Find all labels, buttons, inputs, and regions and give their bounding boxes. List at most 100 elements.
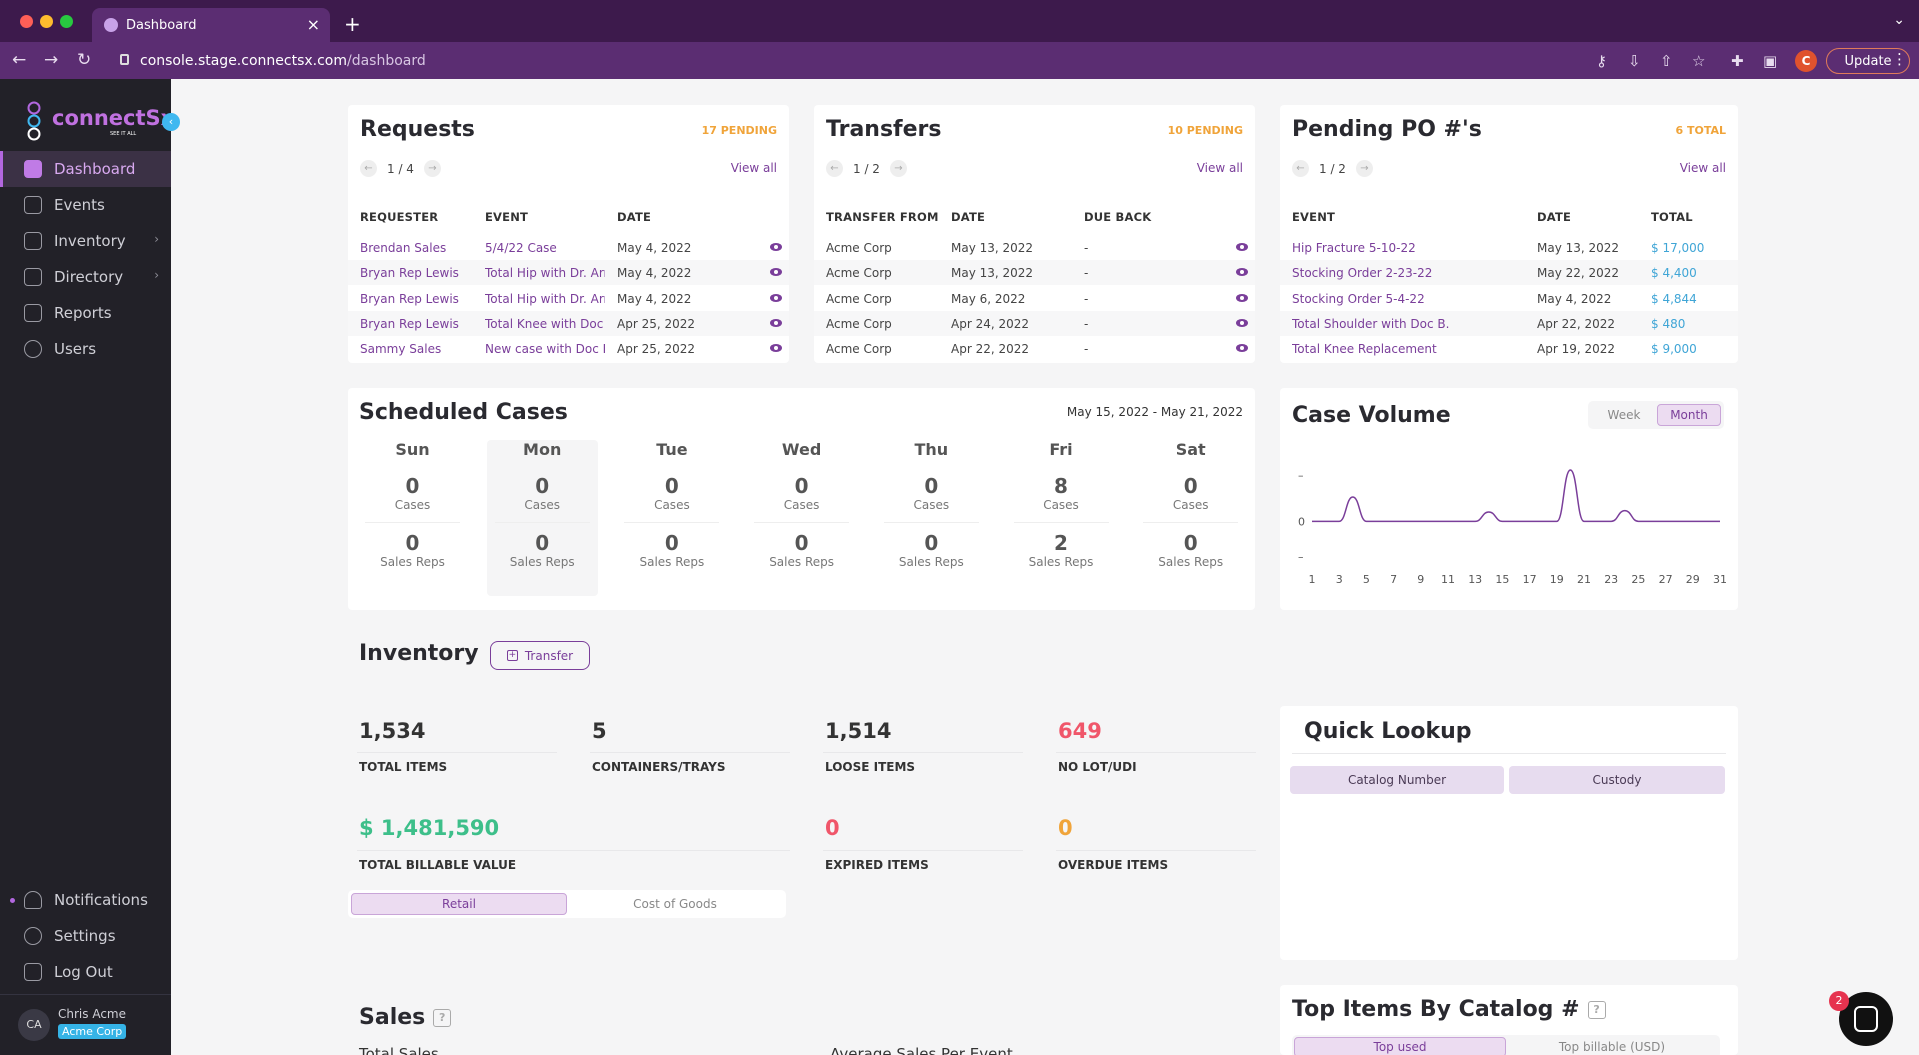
event-cell[interactable]: New case with Doc B... — [485, 342, 605, 357]
day-column-thu[interactable]: Thu 0 Cases 0 Sales Reps — [876, 440, 987, 596]
sidebar-item-reports[interactable]: Reports — [0, 295, 171, 331]
key-icon[interactable]: ⚷ — [1596, 52, 1607, 70]
requester-cell[interactable]: Bryan Rep Lewis — [360, 291, 459, 306]
event-cell[interactable]: Hip Fracture 5-10-22 — [1292, 241, 1416, 255]
address-bar[interactable]: console.stage.connectsx.com/dashboard — [108, 47, 1808, 74]
collapse-sidebar-button[interactable]: ‹ — [162, 113, 180, 131]
extensions-icon[interactable]: ✚ — [1731, 52, 1744, 70]
retail-toggle[interactable]: Retail — [351, 893, 567, 915]
prev-page-button[interactable]: ← — [826, 160, 843, 177]
sidebar-item-directory[interactable]: Directory › — [0, 259, 171, 295]
prev-page-button[interactable]: ← — [1292, 160, 1309, 177]
requests-view-all-link[interactable]: View all — [730, 161, 777, 175]
view-eye-icon[interactable] — [770, 293, 782, 302]
sidebar-item-inventory[interactable]: Inventory › — [0, 223, 171, 259]
update-button[interactable]: Update — [1826, 48, 1910, 74]
table-row[interactable]: Acme Corp May 6, 2022 - — [814, 286, 1255, 311]
event-cell[interactable]: Total Shoulder with Doc B. — [1292, 316, 1450, 331]
view-eye-icon[interactable] — [770, 344, 782, 353]
requester-cell[interactable]: Brendan Sales — [360, 241, 447, 255]
help-icon[interactable]: ? — [1587, 1001, 1606, 1019]
requester-cell[interactable]: Bryan Rep Lewis — [360, 316, 459, 331]
week-toggle[interactable]: Week — [1607, 408, 1641, 422]
close-tab-icon[interactable]: × — [306, 15, 320, 34]
day-column-sun[interactable]: Sun 0 Cases 0 Sales Reps — [357, 440, 468, 596]
view-eye-icon[interactable] — [1236, 243, 1248, 251]
table-row[interactable]: Acme Corp May 13, 2022 - — [814, 260, 1255, 286]
requester-cell[interactable]: Sammy Sales — [360, 342, 442, 357]
table-row[interactable]: Bryan Rep Lewis Total Hip with Dr. Arn...… — [348, 286, 789, 311]
share-icon[interactable]: ⇧ — [1660, 52, 1673, 70]
table-row[interactable]: Brendan Sales 5/4/22 Case May 4, 2022 — [348, 235, 789, 260]
sidebar-item-settings[interactable]: Settings — [0, 918, 171, 954]
table-row[interactable]: Stocking Order 2-23-22 May 22, 2022 $ 4,40… — [1280, 260, 1738, 286]
view-eye-icon[interactable] — [1236, 268, 1248, 277]
day-column-mon[interactable]: Mon 0 Cases 0 Sales Reps — [486, 440, 598, 596]
tab-search-icon[interactable]: ⌄ — [1893, 12, 1905, 28]
help-icon[interactable]: ? — [433, 1009, 452, 1027]
bookmark-star-icon[interactable]: ☆ — [1692, 52, 1706, 70]
table-row[interactable]: Total Knee Replacement Apr 19, 2022 $ 9,00… — [1280, 336, 1738, 361]
table-row[interactable]: Acme Corp Apr 22, 2022 - — [814, 336, 1255, 361]
day-column-sat[interactable]: Sat 0 Cases 0 Sales Reps — [1135, 440, 1246, 596]
sidepanel-icon[interactable]: ▣ — [1763, 52, 1778, 70]
day-column-wed[interactable]: Wed 0 Cases 0 Sales Reps — [746, 440, 857, 596]
prev-page-button[interactable]: ← — [360, 160, 377, 177]
event-cell[interactable]: 5/4/22 Case — [485, 241, 557, 255]
next-page-button[interactable]: → — [889, 160, 907, 177]
view-eye-icon[interactable] — [1236, 344, 1248, 353]
table-row[interactable]: Bryan Rep Lewis Total Hip with Dr. Arn...… — [348, 260, 789, 286]
zoom-window-button[interactable] — [60, 15, 73, 28]
view-eye-icon[interactable] — [1236, 293, 1248, 302]
table-row[interactable]: Bryan Rep Lewis Total Knee with Doc ... Ap… — [348, 310, 789, 336]
next-page-button[interactable]: → — [423, 160, 441, 177]
view-eye-icon[interactable] — [770, 243, 782, 251]
event-cell[interactable]: Total Hip with Dr. Arn... — [485, 266, 605, 281]
reload-icon[interactable]: ↻ — [77, 50, 92, 70]
event-cell[interactable]: Stocking Order 2-23-22 — [1292, 266, 1433, 281]
sidebar-item-dashboard[interactable]: Dashboard — [0, 151, 171, 187]
table-row[interactable]: Sammy Sales New case with Doc B... Apr 25,… — [348, 336, 789, 361]
top-billable-toggle[interactable]: Top billable (USD) — [1558, 1040, 1666, 1054]
pending-po-view-all-link[interactable]: View all — [1679, 161, 1726, 175]
browser-tab[interactable]: Dashboard × — [92, 8, 330, 42]
top-used-toggle[interactable]: Top used — [1294, 1037, 1506, 1055]
view-eye-icon[interactable] — [770, 318, 782, 327]
back-icon[interactable]: ← — [12, 50, 27, 70]
cost-of-goods-toggle[interactable]: Cost of Goods — [633, 897, 717, 911]
profile-avatar[interactable]: C — [1795, 50, 1817, 72]
forward-icon[interactable]: → — [44, 50, 59, 70]
event-cell[interactable]: Total Knee with Doc ... — [485, 316, 605, 331]
catalog-number-option[interactable]: Catalog Number — [1290, 766, 1504, 794]
new-tab-button[interactable]: + — [344, 12, 361, 36]
next-page-button[interactable]: → — [1355, 160, 1373, 177]
event-cell[interactable]: Stocking Order 5-4-22 — [1292, 291, 1425, 306]
table-row[interactable]: Stocking Order 5-4-22 May 4, 2022 $ 4,844 — [1280, 286, 1738, 311]
event-cell[interactable]: Total Knee Replacement — [1292, 342, 1437, 357]
table-row[interactable]: Total Shoulder with Doc B. Apr 22, 2022 $ … — [1280, 310, 1738, 336]
transfers-view-all-link[interactable]: View all — [1196, 161, 1243, 175]
install-icon[interactable]: ⇩ — [1628, 52, 1641, 70]
view-eye-icon[interactable] — [770, 268, 782, 277]
requester-cell[interactable]: Bryan Rep Lewis — [360, 266, 459, 281]
table-row[interactable]: Hip Fracture 5-10-22 May 13, 2022 $ 17,000 — [1280, 235, 1738, 260]
month-toggle[interactable]: Month — [1657, 404, 1721, 426]
table-row[interactable]: Acme Corp Apr 24, 2022 - — [814, 310, 1255, 336]
sidebar-item-logout[interactable]: Log Out — [0, 954, 171, 990]
sidebar-item-notifications[interactable]: Notifications — [0, 882, 171, 918]
day-column-fri[interactable]: Fri 8 Cases 2 Sales Reps — [1006, 440, 1117, 596]
reps-label: Sales Reps — [1028, 555, 1094, 569]
close-window-button[interactable] — [20, 15, 33, 28]
sidebar-item-events[interactable]: Events — [0, 187, 171, 223]
pending-po-pager: ← 1 / 2 → — [1292, 160, 1373, 177]
day-column-tue[interactable]: Tue 0 Cases 0 Sales Reps — [616, 440, 727, 596]
view-eye-icon[interactable] — [1236, 318, 1248, 327]
sidebar-item-users[interactable]: Users — [0, 331, 171, 367]
user-profile[interactable]: CA Chris Acme Acme Corp — [0, 994, 171, 1055]
event-cell[interactable]: Total Hip with Dr. Arn... — [485, 291, 605, 306]
more-menu-icon[interactable]: ⋮ — [1892, 50, 1907, 68]
minimize-window-button[interactable] — [40, 15, 53, 28]
table-row[interactable]: Acme Corp May 13, 2022 - — [814, 235, 1255, 260]
transfer-button[interactable]: + Transfer — [490, 641, 590, 670]
custody-option[interactable]: Custody — [1509, 766, 1725, 794]
